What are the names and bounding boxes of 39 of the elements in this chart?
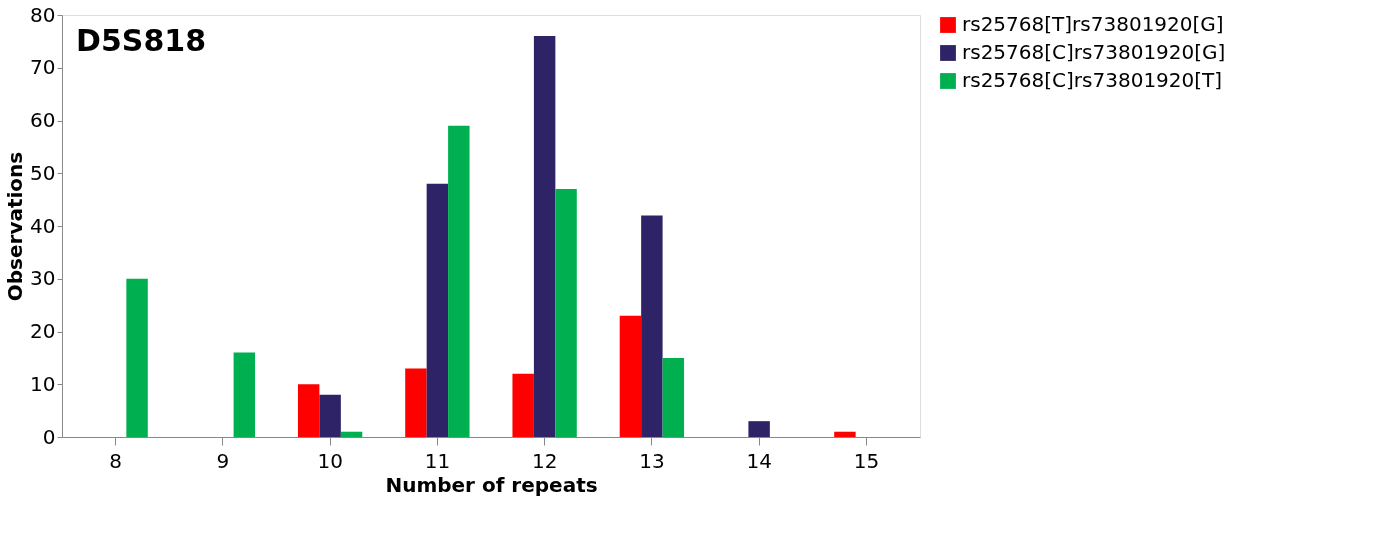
bar — [619, 315, 642, 437]
x-tick-label: 8 — [109, 448, 122, 473]
x-tick-label: 9 — [216, 448, 230, 473]
bar — [405, 368, 427, 437]
y-tick-label: 80 — [30, 2, 56, 27]
bar — [512, 373, 534, 437]
y-tick-label: 40 — [30, 213, 56, 238]
y-tick-label: 0 — [42, 424, 56, 449]
x-tick-label: 14 — [746, 448, 772, 473]
y-tick-label: 60 — [30, 108, 56, 132]
bar — [834, 431, 856, 437]
y-tick-label: 50 — [30, 160, 56, 185]
chart-title: D5S818 — [76, 23, 207, 58]
legend-label: rs25768[C]rs73801920[T] — [962, 68, 1223, 92]
x-tick-label: 10 — [317, 448, 343, 473]
y-tick-label: 20 — [30, 319, 56, 343]
bar — [319, 394, 341, 437]
bar — [340, 431, 363, 437]
y-tick-label: 70 — [30, 55, 56, 80]
bar — [662, 357, 685, 437]
legend-label: rs25768[T]rs73801920[G] — [962, 12, 1224, 36]
y-axis-title: Observations — [3, 151, 28, 302]
bar — [533, 36, 556, 437]
x-tick-label: 15 — [853, 448, 880, 473]
bar — [748, 421, 770, 437]
y-tick-label: 10 — [30, 371, 56, 396]
bar — [555, 189, 577, 437]
bar — [233, 352, 256, 437]
x-tick-label: 13 — [639, 448, 665, 473]
bar — [426, 183, 449, 437]
x-tick-label: 11 — [424, 448, 451, 473]
y-tick-label: 30 — [30, 266, 56, 291]
bar — [448, 125, 470, 437]
legend-label: rs25768[C]rs73801920[G] — [962, 40, 1226, 64]
bar — [641, 215, 663, 437]
bar — [126, 278, 148, 437]
bar — [297, 384, 320, 437]
x-tick-label: 12 — [531, 448, 558, 473]
x-axis-title: Number of repeats — [385, 472, 598, 497]
